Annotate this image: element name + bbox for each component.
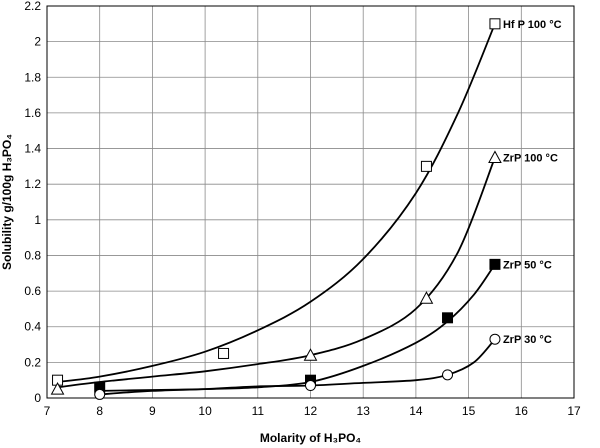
open-triangle-marker (303, 348, 318, 361)
series-curve (57, 157, 496, 389)
filled-square-marker (489, 258, 501, 270)
series-curves (57, 23, 496, 396)
y-tick-label: 0.2 (24, 355, 41, 369)
x-axis-title: Molarity of H₃PO₄ (260, 431, 362, 445)
filled-square-marker (442, 312, 454, 324)
x-tick-label: 10 (198, 404, 212, 418)
plot-area (46, 5, 575, 399)
y-tick-label: 1.8 (24, 70, 41, 84)
series-labels: Hf P 100 °C ZrP 100 °C ZrP 50 °C ZrP 30 °C (503, 19, 562, 346)
series-label: ZrP 50 °C (503, 259, 552, 271)
open-square-marker (489, 18, 501, 30)
x-tick-label: 7 (44, 404, 51, 418)
series-label: ZrP 30 °C (503, 334, 552, 346)
y-tick-label: 2.2 (24, 0, 41, 13)
x-tick-label: 15 (462, 404, 476, 418)
tick-labels: 7 8 9 10 11 12 13 14 15 16 17 0 0.2 0.4 0.6 0.8 1 1.2 1.4 1… (24, 0, 581, 418)
x-tick-label: 17 (567, 404, 581, 418)
x-tick-label: 16 (515, 404, 529, 418)
open-circle-marker (305, 380, 316, 392)
open-square-marker (218, 347, 230, 359)
y-tick-label: 2 (34, 35, 41, 49)
x-tick-label: 13 (357, 404, 371, 418)
open-triangle-marker (50, 382, 65, 395)
y-tick-label: 0.6 (24, 284, 41, 298)
open-circle-marker (489, 333, 501, 345)
open-triangle-marker (419, 291, 434, 304)
y-tick-label: 1.2 (24, 177, 41, 191)
open-triangle-marker (488, 150, 502, 163)
series-markers (50, 18, 502, 400)
y-tick-label: 0.8 (24, 248, 41, 262)
series-curve (57, 23, 496, 383)
y-tick-label: 0.4 (24, 320, 41, 334)
x-tick-label: 9 (149, 404, 156, 418)
open-circle-marker (94, 388, 106, 400)
x-tick-label: 11 (252, 404, 265, 418)
open-square-marker (420, 160, 432, 172)
x-tick-label: 12 (304, 404, 318, 418)
series-curve (99, 263, 496, 392)
y-tick-label: 1.4 (24, 142, 41, 156)
series-curve (99, 338, 496, 396)
x-tick-label: 14 (409, 404, 423, 418)
y-axis-title: Solubility g/100g H₃PO₄ (0, 134, 14, 270)
series-label: ZrP 100 °C (503, 152, 558, 164)
y-tick-label: 0 (34, 391, 41, 405)
y-tick-label: 1 (34, 213, 41, 227)
open-circle-marker (442, 369, 454, 381)
x-tick-label: 8 (96, 404, 103, 418)
series-label: Hf P 100 °C (503, 19, 562, 31)
y-tick-label: 1.6 (24, 106, 41, 120)
